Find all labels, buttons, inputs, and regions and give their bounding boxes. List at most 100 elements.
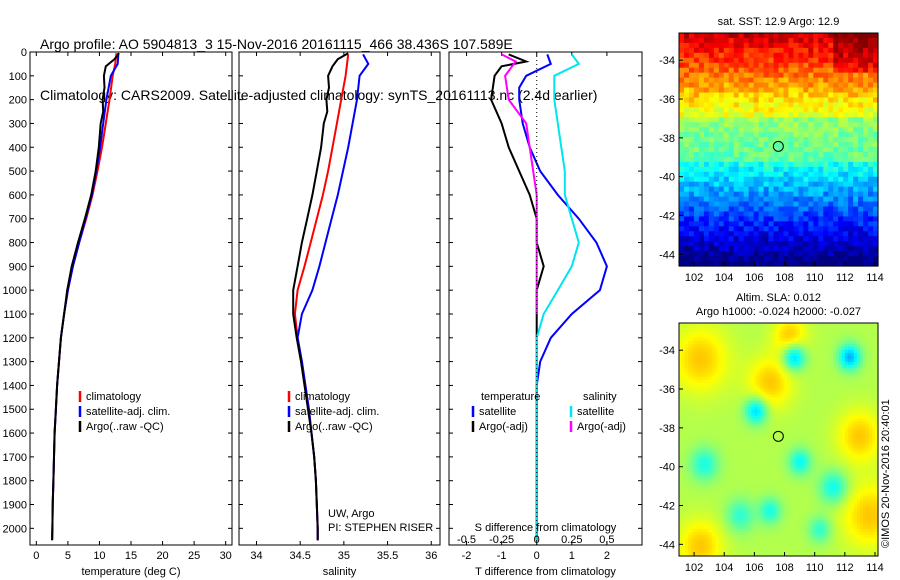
top-tick-label: -0.5 — [457, 534, 476, 546]
y-tick-label: 300 — [9, 118, 27, 130]
x-axis-label: T difference from climatology — [475, 566, 616, 578]
legend-label: satellite-adj. clim. — [86, 406, 170, 418]
x-tick-label: 25 — [188, 550, 200, 562]
title-line-2: Climatology: CARS2009. Satellite-adjuste… — [40, 87, 598, 103]
map-frame — [678, 32, 879, 267]
map-x-tick-label: 106 — [745, 272, 763, 284]
y-tick-label: 1700 — [3, 452, 27, 464]
series-line-satellite-adj--clim- — [296, 53, 370, 541]
top-tick-label: -0.25 — [489, 534, 514, 546]
legend-label: satellite — [479, 406, 516, 418]
map-x-tick-label: 110 — [806, 272, 824, 284]
y-tick-label: 600 — [9, 190, 27, 202]
series-line-satellite — [535, 53, 581, 541]
imos-watermark: ©IMOS 20-Nov-2016 20:40:01 — [880, 399, 892, 548]
panel-frame-temperature — [29, 51, 233, 546]
y-tick-label: 1600 — [3, 428, 27, 440]
x-tick-label: 15 — [125, 550, 137, 562]
y-tick-label: 1200 — [3, 333, 27, 345]
x-tick-label: -2 — [462, 550, 472, 562]
argo-float-marker — [772, 430, 784, 442]
map-x-tick-label: 108 — [775, 562, 793, 574]
map-x-tick-label: 104 — [715, 272, 733, 284]
x-axis-label: salinity — [323, 566, 357, 578]
top-tick-label: 0.25 — [561, 534, 582, 546]
map-sst-map — [679, 33, 879, 267]
map-y-tick-label: -34 — [659, 55, 675, 67]
x-tick-label: 10 — [93, 550, 105, 562]
y-tick-label: 500 — [9, 166, 27, 178]
map-x-tick-label: 108 — [775, 272, 793, 284]
map-y-tick-label: -44 — [659, 249, 675, 261]
x-tick-label: 0 — [534, 550, 540, 562]
map-y-tick-label: -40 — [659, 172, 675, 184]
map-y-tick-label: -44 — [659, 539, 675, 551]
map-y-tick-label: -34 — [659, 345, 675, 357]
map-x-tick-label: 114 — [866, 562, 884, 574]
top-tick-label: 0.5 — [599, 534, 614, 546]
map-x-tick-label: 102 — [685, 272, 703, 284]
map-title: sat. SST: 12.9 Argo: 12.9 — [718, 16, 840, 28]
legend-label: satellite-adj. clim. — [295, 406, 379, 418]
map-x-tick-label: 112 — [836, 272, 854, 284]
panel-frame-difference — [448, 51, 643, 546]
map-subtitle: Argo h1000: -0.024 h2000: -0.027 — [696, 306, 861, 318]
series-line-argo---raw--qc- — [292, 52, 349, 541]
annotation-line: UW, Argo — [328, 508, 374, 520]
map-y-tick-label: -42 — [659, 501, 675, 513]
y-tick-label: 100 — [9, 71, 27, 83]
legend-title: salinity — [583, 391, 617, 403]
x-tick-label: -1 — [497, 550, 507, 562]
map-x-tick-label: 102 — [685, 562, 703, 574]
x-tick-label: 5 — [65, 550, 71, 562]
legend-label: Argo(..raw -QC) — [86, 421, 164, 433]
y-tick-label: 1800 — [3, 476, 27, 488]
legend-label: Argo(..raw -QC) — [295, 421, 373, 433]
y-tick-label: 1400 — [3, 380, 27, 392]
map-x-tick-label: 106 — [745, 562, 763, 574]
y-tick-label: 900 — [9, 261, 27, 273]
top-tick-label: 0 — [534, 534, 540, 546]
map-y-tick-label: -38 — [659, 423, 675, 435]
map-sla-map — [679, 323, 879, 557]
map-frame — [678, 322, 879, 557]
map-y-tick-label: -38 — [659, 133, 675, 145]
map-x-tick-label: 112 — [836, 562, 854, 574]
title-line-1: Argo profile: AO 5904813_3 15-Nov-2016 2… — [40, 36, 513, 52]
series-line-climatology — [293, 54, 350, 541]
annotation-line: PI: STEPHEN RISER — [328, 522, 433, 534]
legend-label: Argo(-adj) — [577, 421, 626, 433]
y-tick-label: 800 — [9, 238, 27, 250]
y-tick-label: 1500 — [3, 404, 27, 416]
map-x-tick-label: 114 — [866, 272, 884, 284]
page-title: Argo profile: AO 5904813_3 15-Nov-2016 2… — [40, 2, 660, 121]
x-tick-label: 36 — [425, 550, 437, 562]
top-axis-label: S difference from climatology — [475, 522, 617, 534]
x-tick-label: 34.5 — [289, 550, 310, 562]
map-y-tick-label: -36 — [659, 384, 675, 396]
y-tick-label: 200 — [9, 95, 27, 107]
series-line-climatology — [51, 53, 118, 541]
series-line-satellite — [518, 54, 608, 541]
x-tick-label: 30 — [220, 550, 232, 562]
series-line-argo---raw--qc- — [51, 52, 120, 541]
x-tick-label: 20 — [156, 550, 168, 562]
map-y-tick-label: -42 — [659, 211, 675, 223]
argo-float-marker — [772, 140, 784, 152]
legend-label: satellite — [577, 406, 614, 418]
map-title: Altim. SLA: 0.012 — [736, 292, 821, 304]
y-tick-label: 1900 — [3, 500, 27, 512]
legend-label: Argo(-adj) — [479, 421, 528, 433]
map-x-tick-label: 110 — [806, 562, 824, 574]
x-tick-label: 0 — [33, 550, 39, 562]
series-line-satellite-adj--clim- — [51, 53, 120, 541]
x-axis-label: temperature (deg C) — [81, 566, 180, 578]
x-tick-label: 35.5 — [377, 550, 398, 562]
y-tick-label: 1100 — [3, 309, 27, 321]
y-tick-label: 0 — [21, 47, 27, 59]
legend-label: climatology — [86, 391, 142, 403]
panel-frame-salinity — [238, 51, 441, 546]
map-y-tick-label: -36 — [659, 94, 675, 106]
legend-title: temperature — [481, 391, 540, 403]
